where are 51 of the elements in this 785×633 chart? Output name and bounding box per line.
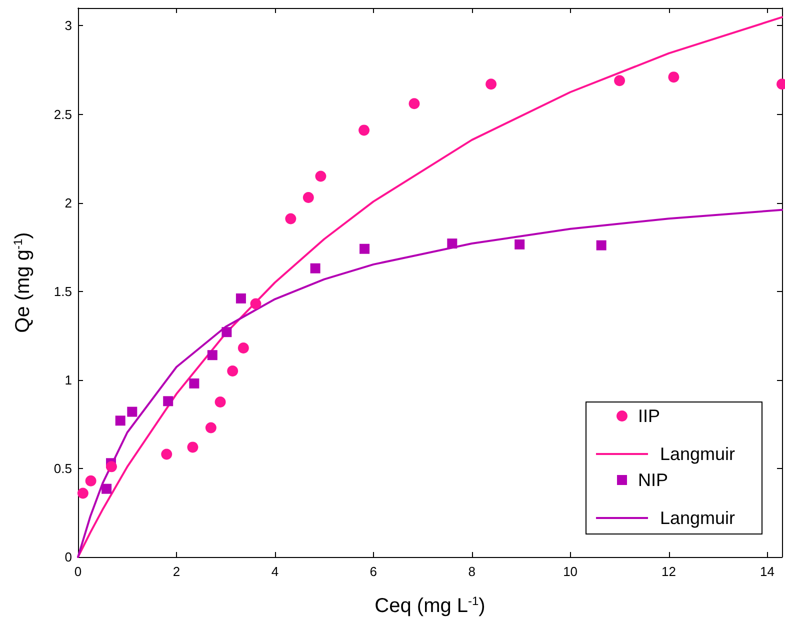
point — [285, 213, 296, 224]
y-axis-title: Qe (mg g-1) — [11, 232, 34, 333]
y-tick-label: 1 — [64, 372, 72, 388]
point — [106, 461, 117, 472]
point — [486, 78, 497, 90]
y-tick-label: 0.5 — [54, 460, 72, 476]
point — [238, 342, 249, 354]
point — [222, 327, 232, 338]
legend-label: Langmuir — [660, 444, 736, 464]
point — [207, 350, 218, 360]
point — [668, 72, 680, 83]
point — [310, 263, 320, 274]
point — [447, 238, 458, 249]
point — [161, 448, 172, 460]
x-tick-label: 8 — [468, 564, 476, 579]
point — [236, 293, 246, 304]
x-tick-label: 4 — [271, 564, 279, 579]
x-tick-label: 14 — [760, 564, 774, 579]
point — [205, 422, 216, 434]
point — [614, 75, 626, 86]
point — [360, 244, 370, 254]
y-tick-label: 3 — [64, 18, 72, 34]
point — [250, 298, 262, 310]
x-tick-label: 0 — [74, 564, 82, 579]
point — [85, 475, 96, 486]
legend-label: Langmuir — [660, 508, 736, 528]
point — [227, 366, 238, 377]
point — [358, 124, 370, 136]
x-tick-label: 12 — [662, 564, 676, 579]
point — [189, 378, 200, 388]
point — [115, 416, 126, 426]
x-tick-label: 2 — [172, 564, 180, 579]
point — [102, 484, 112, 494]
point — [596, 240, 606, 250]
x-tick-label: 10 — [563, 564, 578, 579]
x-tick-label: 6 — [370, 564, 377, 579]
point — [315, 170, 326, 182]
point — [214, 396, 226, 408]
legend-label: IIP — [638, 406, 660, 426]
y-tick-label: 1.5 — [54, 284, 72, 299]
y-tick-label: 0 — [64, 550, 72, 564]
point — [163, 396, 174, 406]
y-tick-label: 2 — [64, 195, 72, 210]
point — [408, 98, 420, 110]
legend-label: NIP — [638, 470, 668, 490]
y-tick-label: 2.5 — [54, 106, 72, 122]
point — [514, 239, 525, 250]
point — [77, 488, 88, 499]
point — [187, 442, 198, 453]
point — [302, 192, 314, 203]
point — [127, 406, 138, 417]
